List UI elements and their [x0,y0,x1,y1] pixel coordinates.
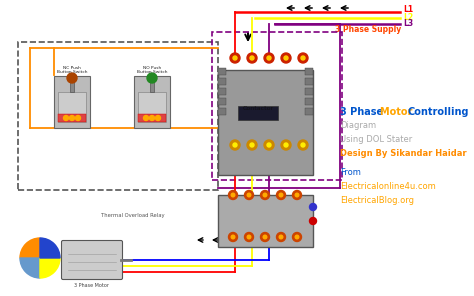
Text: Contactor: Contactor [242,105,273,110]
Circle shape [281,53,291,63]
Bar [218,108,226,115]
Bar [58,114,86,122]
Text: 3 Phase Motor: 3 Phase Motor [74,283,109,288]
Circle shape [263,235,267,239]
Circle shape [64,115,69,120]
FancyBboxPatch shape [62,240,122,279]
Text: NC Push: NC Push [63,66,81,70]
Text: Button Switch: Button Switch [137,70,167,74]
Text: Controlling: Controlling [408,107,470,117]
Text: Thermal Overload Relay: Thermal Overload Relay [101,213,165,218]
Circle shape [267,143,271,147]
Circle shape [228,191,237,200]
Text: 3 Phase: 3 Phase [340,107,386,117]
Circle shape [310,218,317,224]
Circle shape [247,193,251,197]
Bar [218,98,226,105]
Circle shape [245,232,254,242]
Circle shape [70,115,74,120]
Wedge shape [20,238,40,258]
Circle shape [301,143,305,147]
Bar [305,78,313,85]
Text: Motor: Motor [380,107,416,117]
Text: Using DOL Stater: Using DOL Stater [340,136,412,144]
Circle shape [279,235,283,239]
Circle shape [233,56,237,60]
Bar [238,106,278,120]
Circle shape [263,193,267,197]
Circle shape [75,115,81,120]
Circle shape [228,232,237,242]
Circle shape [250,56,254,60]
Circle shape [147,73,157,83]
Circle shape [247,140,257,150]
Text: NO Push: NO Push [143,66,161,70]
Circle shape [231,235,235,239]
Bar [18,42,218,190]
Circle shape [231,193,235,197]
Text: Design By Sikandar Haidar: Design By Sikandar Haidar [340,149,466,158]
Circle shape [261,191,270,200]
Circle shape [144,115,148,120]
Circle shape [230,140,240,150]
Circle shape [247,235,251,239]
Wedge shape [20,258,40,278]
FancyBboxPatch shape [134,76,170,128]
Text: Button Switch: Button Switch [57,70,87,74]
Circle shape [247,53,257,63]
Circle shape [245,191,254,200]
Text: L3: L3 [403,18,413,28]
Text: 3 Phase Supply: 3 Phase Supply [335,25,401,34]
Circle shape [267,56,271,60]
Bar [305,68,313,75]
Bar [218,88,226,95]
Text: Electricalonline4u.com: Electricalonline4u.com [340,182,436,191]
Circle shape [276,191,285,200]
Text: Diagram: Diagram [340,121,376,131]
Circle shape [284,143,288,147]
Bar [218,78,226,85]
Bar [218,70,313,175]
Circle shape [310,204,317,210]
Bar [138,92,166,122]
Text: L1: L1 [403,6,413,15]
Bar [58,92,86,122]
Circle shape [264,140,274,150]
Bar [138,114,166,122]
Bar [305,108,313,115]
FancyBboxPatch shape [54,76,90,128]
Circle shape [67,73,77,83]
Circle shape [281,140,291,150]
Bar [218,195,313,247]
Bar [305,88,313,95]
Circle shape [298,53,308,63]
Bar [218,68,226,75]
Wedge shape [40,238,60,258]
Circle shape [155,115,161,120]
Bar [305,98,313,105]
Text: ElectricalBlog.org: ElectricalBlog.org [340,196,414,205]
Bar [212,32,342,180]
Circle shape [149,115,155,120]
Circle shape [264,53,274,63]
Circle shape [295,193,299,197]
Circle shape [295,235,299,239]
Circle shape [261,232,270,242]
Circle shape [292,191,301,200]
Bar [70,80,74,92]
Circle shape [276,232,285,242]
Circle shape [298,140,308,150]
Circle shape [250,143,254,147]
Wedge shape [40,258,60,278]
Circle shape [233,143,237,147]
Circle shape [301,56,305,60]
Text: From: From [340,168,361,177]
Circle shape [284,56,288,60]
Circle shape [292,232,301,242]
Circle shape [279,193,283,197]
Bar [150,80,154,92]
Text: L2: L2 [403,12,413,22]
Circle shape [230,53,240,63]
